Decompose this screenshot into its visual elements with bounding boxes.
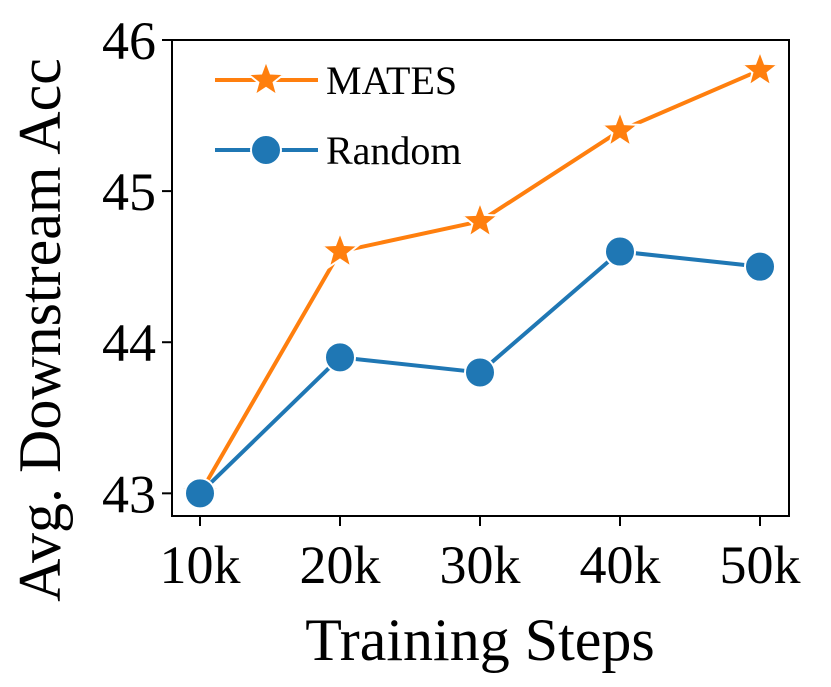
data-point-circle (464, 356, 496, 389)
y-tick-label: 45 (102, 162, 156, 222)
y-axis-ticks: 43 44 45 46 (102, 11, 172, 524)
series-random (184, 235, 776, 510)
data-point-circle (604, 235, 636, 268)
data-point-circle (184, 477, 216, 510)
data-point-circle (324, 341, 356, 374)
legend: MATES Random (215, 58, 462, 173)
x-tick-label: 50k (720, 535, 801, 595)
legend-star-marker (245, 58, 287, 98)
series-mates (179, 48, 781, 512)
y-axis-label: Avg. Downstream Acc (7, 58, 73, 602)
series-layer (179, 48, 781, 512)
data-point-star (739, 48, 781, 88)
data-point-star (599, 108, 641, 149)
plot-frame (171, 39, 790, 517)
data-point-circle (744, 250, 776, 283)
legend-entry-random: Random (215, 128, 462, 173)
y-tick-label: 44 (102, 313, 156, 373)
legend-entry-mates: MATES (215, 58, 457, 103)
data-point-star (319, 229, 361, 270)
x-axis-ticks: 10k 20k 30k 40k 50k (160, 516, 801, 595)
y-tick-label: 46 (102, 11, 156, 71)
series-line (198, 68, 761, 495)
legend-label: MATES (326, 58, 457, 103)
x-tick-label: 40k (580, 535, 661, 595)
y-tick-label: 43 (102, 464, 156, 524)
x-axis-label: Training Steps (305, 607, 655, 673)
x-tick-label: 10k (160, 535, 241, 595)
legend-label: Random (326, 128, 462, 173)
legend-circle-marker (250, 134, 282, 166)
x-tick-label: 30k (440, 535, 521, 595)
data-point-star (459, 199, 501, 240)
x-tick-label: 20k (300, 535, 381, 595)
